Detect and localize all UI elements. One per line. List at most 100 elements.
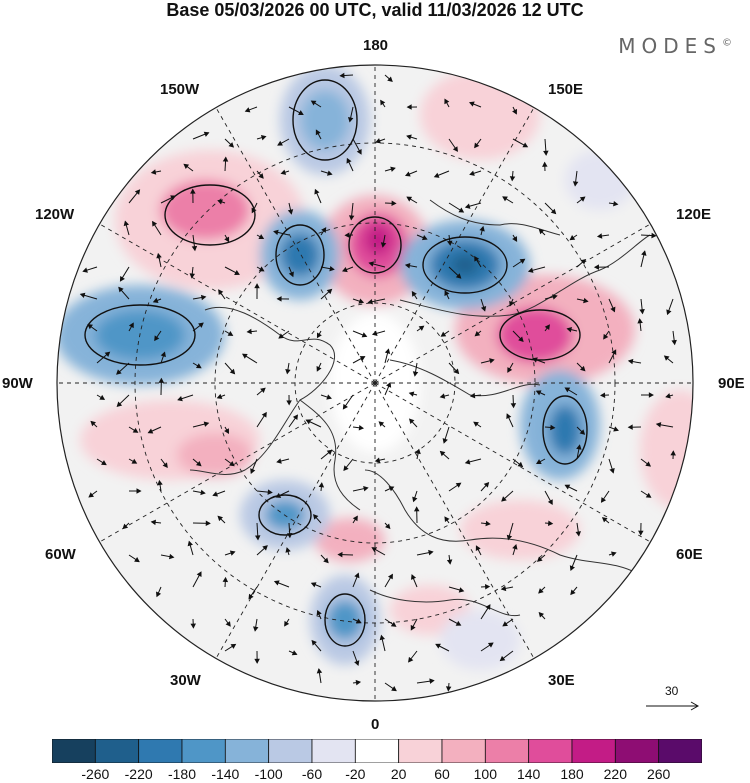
wind-arrow bbox=[79, 292, 98, 300]
wind-arrow bbox=[187, 540, 194, 556]
wind-arrow bbox=[156, 252, 162, 268]
wind-arrow bbox=[384, 74, 393, 82]
wind-arrow bbox=[256, 266, 265, 272]
wind-arrow bbox=[222, 576, 229, 588]
wind-arrow bbox=[480, 520, 491, 527]
wind-arrow bbox=[190, 618, 196, 629]
wind-arrow bbox=[183, 163, 194, 172]
colorbar-swatch bbox=[354, 739, 400, 763]
wind-arrow bbox=[544, 202, 557, 215]
colorbar-tick-label: 100 bbox=[473, 766, 498, 782]
wind-arrow bbox=[627, 424, 642, 430]
wind-arrow bbox=[666, 298, 674, 316]
wind-arrow bbox=[156, 586, 162, 598]
wind-arrow bbox=[192, 520, 211, 527]
colorbar-swatch bbox=[224, 739, 270, 763]
label-lon-180: 180 bbox=[363, 37, 389, 54]
wind-arrow bbox=[371, 330, 386, 336]
label-lon-120e: 120E bbox=[676, 206, 712, 223]
wind-arrow bbox=[543, 138, 549, 156]
wind-arrow bbox=[320, 449, 333, 460]
wind-arrow bbox=[371, 547, 386, 556]
graticule bbox=[57, 65, 693, 701]
wind-arrow bbox=[288, 414, 299, 428]
label-lon-60e: 60E bbox=[676, 546, 703, 563]
wind-arrow bbox=[352, 424, 365, 431]
wind-arrow bbox=[544, 294, 558, 300]
wind-arrow bbox=[123, 220, 130, 236]
wind-arrow bbox=[538, 228, 546, 236]
wind-arrow bbox=[278, 330, 290, 339]
wind-arrow bbox=[189, 266, 196, 279]
polar-map bbox=[56, 64, 694, 702]
wind-arrow bbox=[352, 650, 360, 666]
wind-arrow bbox=[509, 170, 516, 182]
wind-arrow bbox=[500, 585, 514, 592]
wind-arrow bbox=[310, 582, 322, 588]
wind-arrow bbox=[147, 426, 162, 434]
wind-arrow bbox=[509, 298, 515, 307]
wind-arrow bbox=[116, 394, 130, 407]
brand-logo: MODES© bbox=[618, 34, 732, 58]
wind-arrow bbox=[160, 458, 168, 469]
wind-arrow bbox=[384, 618, 397, 627]
colorbar-tick-label: 60 bbox=[434, 766, 450, 782]
meridian-line bbox=[99, 382, 376, 543]
wind-arrow bbox=[192, 421, 210, 428]
wind-arrow bbox=[218, 289, 226, 300]
wind-arrow bbox=[544, 424, 556, 431]
wind-arrow bbox=[339, 72, 354, 79]
wind-arrow bbox=[670, 450, 676, 460]
wind-arrow bbox=[287, 202, 294, 215]
wind-arrow bbox=[256, 135, 267, 141]
wind-arrow bbox=[320, 554, 329, 564]
wind-arrow bbox=[224, 550, 236, 556]
wind-arrow bbox=[638, 522, 644, 536]
wind-arrow bbox=[128, 426, 139, 433]
wind-arrow bbox=[96, 394, 106, 400]
wind-arrow bbox=[416, 678, 435, 684]
wind-arrow bbox=[128, 488, 142, 494]
wind-arrow bbox=[570, 586, 578, 596]
wind-arrow bbox=[128, 458, 138, 464]
colorbar-tick-label: 260 bbox=[646, 766, 671, 782]
meridian-line bbox=[215, 382, 376, 659]
wind-arrow bbox=[286, 394, 292, 406]
wind-arrow bbox=[512, 330, 524, 342]
wind-arrow bbox=[512, 458, 524, 468]
label-lon-0: 0 bbox=[371, 716, 380, 733]
wind-arrow bbox=[408, 391, 418, 397]
colorbar-swatch bbox=[138, 739, 183, 763]
wind-arrow bbox=[344, 232, 354, 238]
wind-arrow bbox=[444, 290, 450, 300]
wind-arrow bbox=[608, 458, 615, 474]
wind-arrow bbox=[224, 266, 240, 275]
colorbar-swatch bbox=[484, 739, 530, 763]
wind-arrow bbox=[512, 234, 518, 242]
wind-arrow bbox=[224, 458, 235, 467]
wind-arrow bbox=[348, 202, 355, 221]
wind-arrow bbox=[352, 572, 360, 588]
colorbar-tick-label: 140 bbox=[516, 766, 541, 782]
wind-arrow bbox=[640, 490, 652, 498]
wind-arrow bbox=[445, 682, 452, 692]
wind-arrow bbox=[288, 650, 298, 656]
wind-arrow bbox=[276, 458, 290, 464]
colorbar-swatch bbox=[52, 739, 96, 763]
wind-arrow bbox=[273, 580, 290, 588]
wind-arrow bbox=[608, 200, 619, 207]
wind-arrow bbox=[576, 426, 586, 435]
wind-arrow bbox=[506, 413, 514, 428]
wind-arrow bbox=[413, 506, 420, 524]
wind-arrow bbox=[192, 294, 207, 301]
colorbar-swatch bbox=[181, 739, 226, 763]
colorbar-tick-label: 20 bbox=[390, 766, 407, 782]
wind-arrow bbox=[480, 358, 495, 364]
wind-arrow bbox=[284, 618, 290, 627]
wind-arrow bbox=[384, 200, 397, 207]
wind-arrow bbox=[212, 490, 226, 497]
wind-arrow bbox=[665, 393, 674, 399]
wind-arrow bbox=[448, 362, 460, 375]
wind-arrow bbox=[655, 422, 674, 428]
wind-arrow bbox=[177, 394, 194, 402]
